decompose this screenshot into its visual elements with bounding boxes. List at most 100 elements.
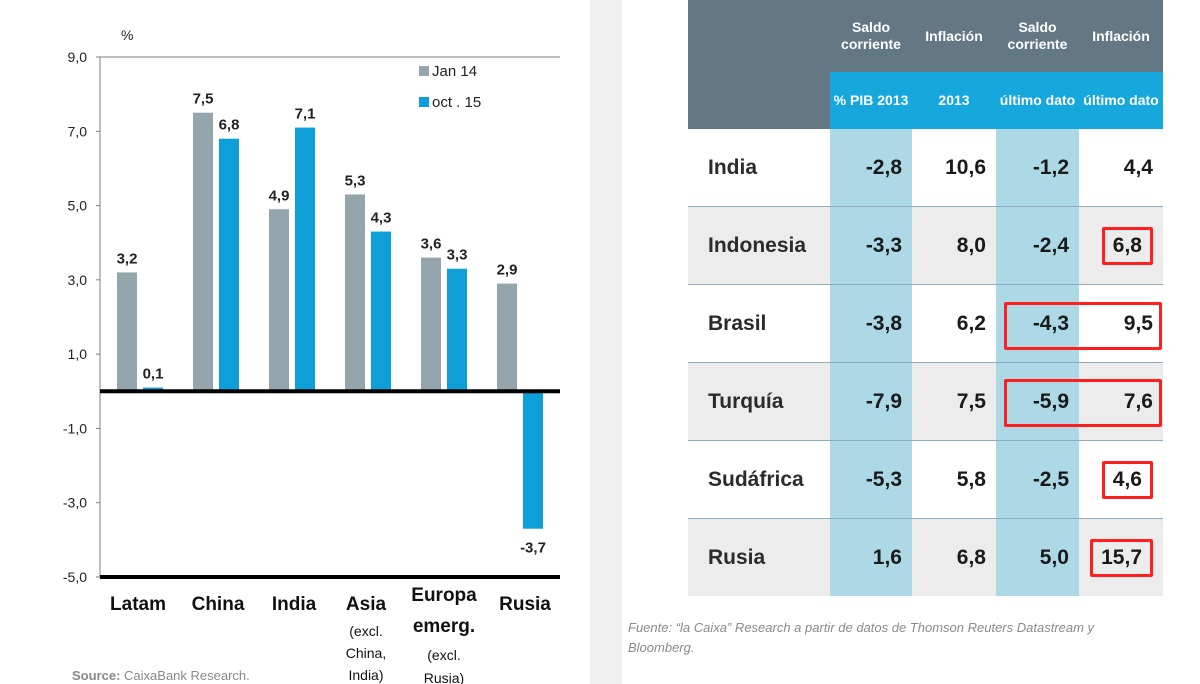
table-footnote: Fuente: “la Caixa” Research a partir de … — [628, 620, 1095, 655]
legend-swatch — [419, 66, 429, 76]
country-cell: India — [688, 129, 830, 207]
bar-oct15 — [371, 231, 391, 392]
value-cell: -2,5 — [996, 440, 1079, 519]
x-category-label: India — [272, 594, 317, 615]
header-blank — [688, 0, 830, 72]
value-cell: -5,3 — [830, 440, 912, 519]
bar-oct15 — [219, 138, 239, 392]
value-cell: -4,3 — [996, 284, 1079, 363]
chart-source: Source: CaixaBank Research. — [72, 668, 250, 683]
legend-label: oct . 15 — [432, 94, 481, 111]
y-tick-label: -5,0 — [63, 569, 87, 585]
data-label: 4,3 — [371, 210, 392, 227]
table-row: India -2,8 10,6 -1,2 4,4 — [688, 129, 1163, 207]
y-tick-label: -1,0 — [63, 420, 87, 436]
bar-jan14 — [421, 257, 441, 392]
header-saldo-corriente-ultimo: Saldo corriente — [996, 0, 1079, 72]
x-category-label: India) — [348, 667, 383, 683]
value-cell: -5,9 — [996, 362, 1079, 441]
data-label: 3,2 — [117, 250, 138, 267]
country-cell: Brasil — [688, 284, 830, 363]
data-label: 5,3 — [345, 172, 366, 189]
table-row: Indonesia -3,3 8,0 -2,4 6,8 — [688, 206, 1163, 285]
subheader-blank — [688, 72, 830, 129]
table-header-row: Saldo corriente Inflación Saldo corrient… — [688, 0, 1163, 72]
x-category-label: emerg. — [413, 616, 475, 637]
value-cell: -3,3 — [830, 206, 912, 285]
value-cell: 10,6 — [912, 129, 996, 207]
legend-label: Jan 14 — [432, 63, 477, 80]
value-cell: 8,0 — [912, 206, 996, 285]
value-cell: 5,0 — [996, 518, 1079, 596]
data-label: -3,7 — [520, 540, 546, 557]
value-cell: -2,8 — [830, 129, 912, 207]
chart-panel: 9,0 7,0 5,0 3,0 1,0 -1,0 -3,0 -5,0% 3,2 7,5 4,9 5,3… — [0, 0, 590, 684]
value-cell: -2,4 — [996, 206, 1079, 285]
y-tick-label: 9,0 — [68, 49, 88, 65]
x-category-label: Latam — [110, 594, 166, 615]
subheader-ultimo-dato-inflacion: último dato — [1079, 72, 1163, 129]
table-row: Brasil -3,8 6,2 -4,3 9,5 — [688, 284, 1163, 363]
bar-jan14 — [497, 283, 517, 392]
x-category-label: China, — [346, 645, 386, 661]
highlight-box: 15,7 — [1090, 538, 1153, 577]
subheader-ultimo-dato: último dato — [996, 72, 1079, 129]
y-tick-label: 7,0 — [68, 123, 88, 139]
header-saldo-corriente: Saldo corriente — [830, 0, 912, 72]
value-cell: 4,6 — [1079, 440, 1163, 519]
table-row: Rusia 1,6 6,8 5,0 15,7 — [688, 518, 1163, 596]
value-cell: 6,8 — [912, 518, 996, 596]
data-label: 6,8 — [219, 117, 240, 134]
value-cell: 15,7 — [1079, 518, 1163, 596]
data-label: 0,1 — [143, 366, 164, 383]
legend-swatch — [419, 97, 429, 107]
country-cell: Indonesia — [688, 206, 830, 285]
value-cell: -1,2 — [996, 129, 1079, 207]
bar-jan14 — [193, 112, 213, 392]
value-cell: 6,2 — [912, 284, 996, 363]
y-tick-label: -3,0 — [63, 495, 87, 511]
x-category-label: Asia — [346, 594, 387, 615]
header-inflacion-ultimo: Inflación — [1079, 0, 1163, 72]
y-tick-label: 1,0 — [68, 346, 88, 362]
bar-jan14 — [345, 194, 365, 392]
value-cell: 6,8 — [1079, 206, 1163, 285]
subheader-2013: 2013 — [912, 72, 996, 129]
table-row: Turquía -7,9 7,5 -5,9 7,6 — [688, 362, 1163, 441]
bar-oct15 — [295, 127, 315, 392]
table-subheader-row: % PIB 2013 2013 último dato último dato — [688, 72, 1163, 129]
data-table: Saldo corriente Inflación Saldo corrient… — [688, 0, 1163, 596]
x-category-label: (excl. — [349, 623, 382, 639]
bar-jan14 — [117, 272, 137, 392]
value-cell: 1,6 — [830, 518, 912, 596]
bar-oct15 — [447, 268, 467, 392]
y-tick-label: 5,0 — [68, 198, 88, 214]
value-cell: 7,6 — [1079, 362, 1163, 441]
data-label: 4,9 — [269, 187, 290, 204]
bar-jan14 — [269, 209, 289, 392]
highlight-box: 4,6 — [1101, 460, 1153, 499]
bar-oct15 — [523, 391, 543, 529]
highlight-box: 6,8 — [1101, 226, 1153, 265]
y-tick-label: 3,0 — [68, 272, 88, 288]
value-cell: 4,4 — [1079, 129, 1163, 207]
data-label: 2,9 — [497, 262, 518, 279]
y-axis-unit: % — [121, 27, 133, 43]
data-label: 3,6 — [421, 236, 442, 253]
value-cell: -7,9 — [830, 362, 912, 441]
value-cell: 7,5 — [912, 362, 996, 441]
country-cell: Sudáfrica — [688, 440, 830, 519]
data-label: 7,1 — [295, 106, 316, 123]
x-category-label: China — [192, 594, 245, 615]
table-panel: Saldo corriente Inflación Saldo corrient… — [622, 0, 1200, 684]
value-cell: 5,8 — [912, 440, 996, 519]
x-category-label: Rusia) — [424, 670, 464, 684]
value-cell: -3,8 — [830, 284, 912, 363]
country-cell: Turquía — [688, 362, 830, 441]
value-cell: 9,5 — [1079, 284, 1163, 363]
header-inflacion: Inflación — [912, 0, 996, 72]
subheader-pib-2013: % PIB 2013 — [830, 72, 912, 129]
country-cell: Rusia — [688, 518, 830, 596]
x-category-label: Rusia — [499, 594, 551, 615]
x-category-label: Europa — [411, 585, 477, 606]
